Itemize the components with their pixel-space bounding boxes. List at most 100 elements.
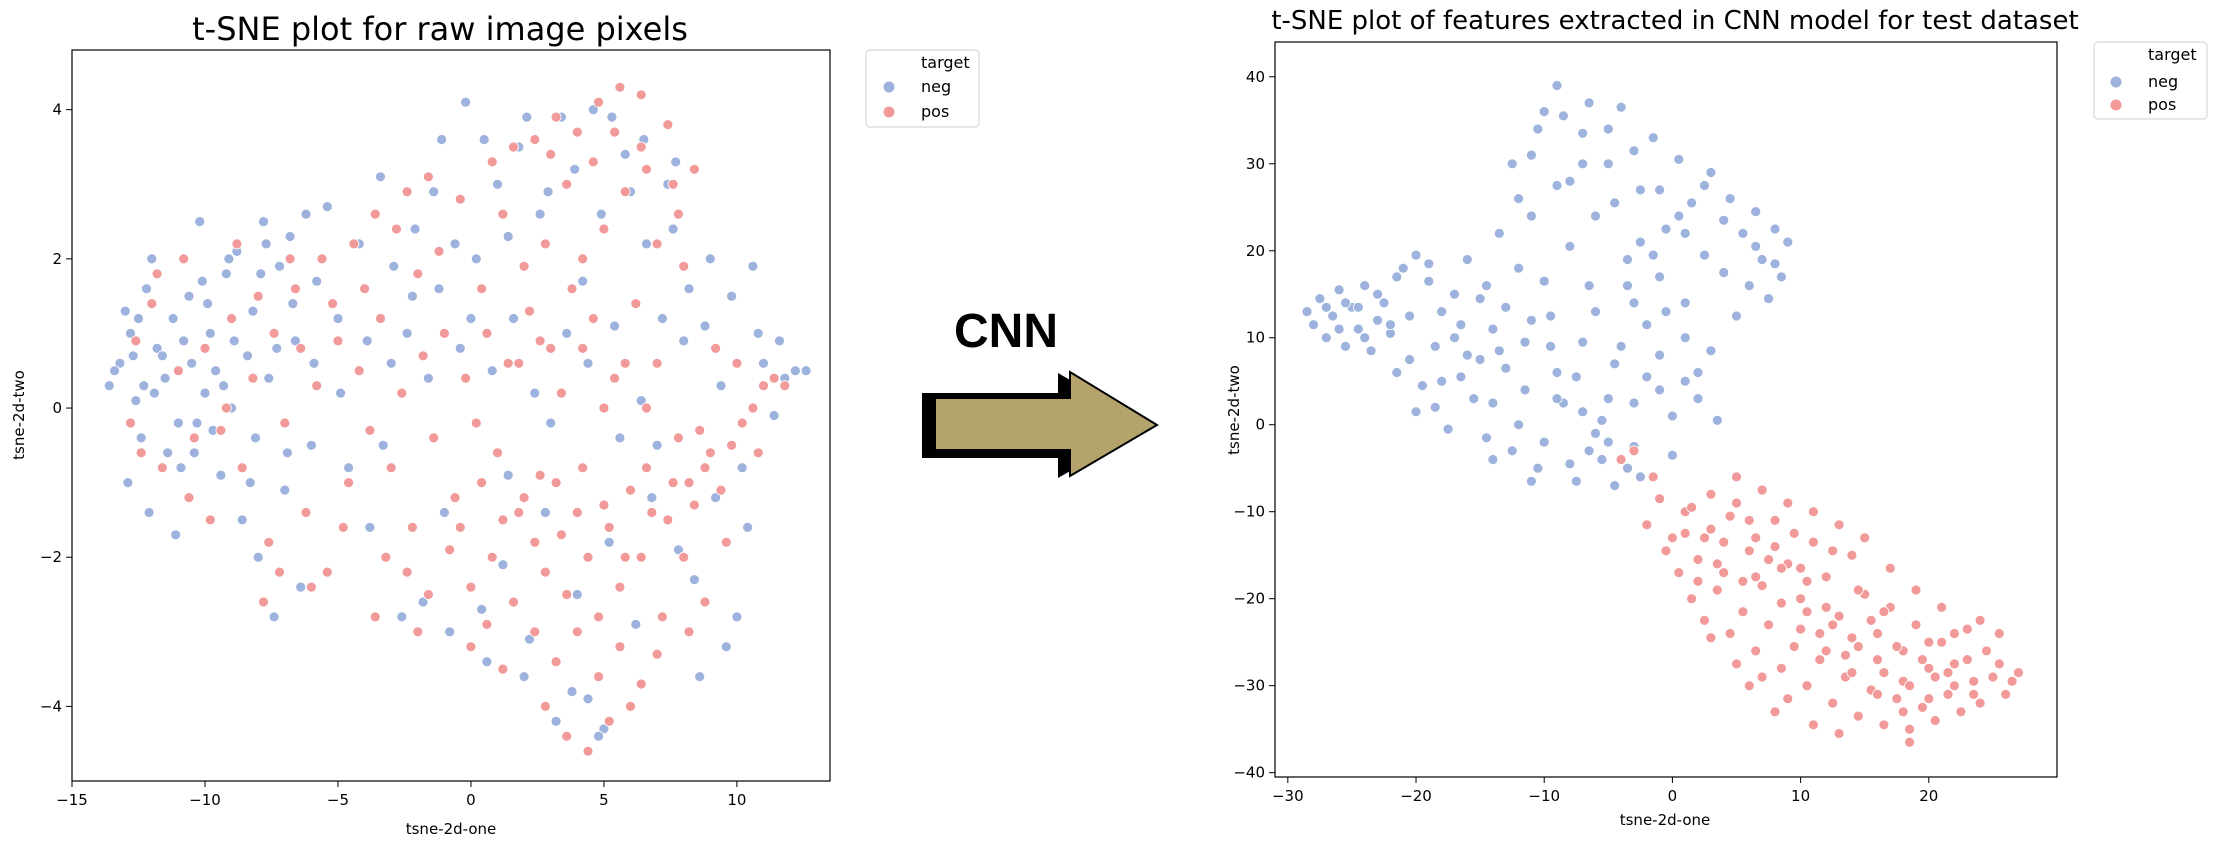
x-axis-label: tsne-2d-one (1620, 811, 1711, 829)
point-neg (726, 290, 737, 302)
point-neg (1519, 336, 1531, 348)
point-pos (135, 447, 147, 459)
point-pos (422, 589, 434, 600)
point-neg (1391, 367, 1403, 378)
point-pos (258, 596, 269, 608)
point-pos (1917, 702, 1928, 713)
point-pos (1743, 515, 1755, 526)
point-neg (1301, 306, 1313, 318)
point-neg (146, 253, 158, 265)
legend-marker-pos (883, 106, 895, 118)
point-pos (635, 141, 647, 153)
point-pos (720, 536, 732, 548)
point-neg (1628, 145, 1640, 157)
point-neg (569, 163, 581, 175)
point-pos (651, 648, 663, 660)
point-neg (1436, 306, 1448, 318)
point-neg (1596, 454, 1608, 465)
point-neg (742, 522, 753, 533)
point-pos (385, 462, 397, 474)
point-neg (1506, 158, 1518, 170)
point-pos (215, 424, 227, 436)
point-pos (667, 477, 679, 489)
point-pos (1795, 593, 1806, 605)
chart-cnn-features: t-SNE plot of features extracted in CNN … (1225, 6, 2208, 829)
point-neg (1429, 340, 1441, 352)
point-pos (1923, 662, 1935, 674)
point-pos (1974, 615, 1986, 626)
point-pos (1801, 680, 1813, 692)
point-pos (1788, 641, 1800, 652)
point-neg (1596, 414, 1608, 426)
point-neg (1532, 123, 1544, 135)
point-pos (183, 492, 195, 504)
point-neg (540, 507, 551, 518)
point-neg (774, 335, 785, 347)
point-neg (274, 260, 285, 272)
point-neg (1320, 301, 1332, 313)
point-pos (556, 529, 567, 541)
point-pos (1750, 645, 1762, 657)
point-pos (1891, 693, 1903, 705)
point-pos (359, 283, 371, 295)
x-tick-label: −10 (1528, 787, 1560, 805)
point-pos (1884, 562, 1896, 574)
legend-label-neg: neg (2148, 72, 2178, 91)
point-pos (1852, 584, 1864, 596)
point-neg (1583, 445, 1595, 457)
point-pos (683, 477, 695, 489)
point-pos (1801, 606, 1813, 618)
point-pos (369, 611, 381, 623)
point-pos (199, 342, 211, 354)
point-pos (1910, 584, 1922, 596)
point-neg (284, 231, 296, 242)
point-neg (1660, 306, 1672, 318)
point-neg (1500, 362, 1512, 374)
point-pos (492, 447, 503, 459)
point-pos (1859, 532, 1871, 544)
point-neg (1564, 175, 1576, 187)
point-pos (391, 223, 402, 235)
point-neg (1679, 227, 1691, 239)
point-pos (412, 268, 424, 280)
point-pos (678, 260, 690, 272)
point-neg (1667, 449, 1678, 461)
point-neg (1570, 371, 1582, 383)
point-pos (1872, 689, 1883, 700)
point-pos (1756, 580, 1768, 591)
point-neg (242, 350, 253, 362)
point-neg (1423, 258, 1435, 270)
legend-frame (2093, 41, 2208, 120)
point-pos (529, 536, 541, 548)
point-neg (1436, 375, 1448, 387)
point-pos (2013, 667, 2024, 678)
point-neg (1699, 249, 1710, 261)
point-neg (1526, 210, 1537, 222)
point-pos (401, 566, 413, 578)
point-neg (335, 387, 347, 399)
point-neg (1711, 414, 1723, 426)
point-neg (199, 387, 211, 399)
point-pos (1865, 615, 1877, 626)
point-pos (683, 626, 695, 638)
point-pos (635, 89, 647, 101)
point-neg (1679, 297, 1691, 309)
point-neg (1654, 384, 1665, 396)
point-pos (1647, 471, 1659, 483)
point-pos (1743, 680, 1755, 692)
point-neg (752, 327, 764, 339)
point-neg (790, 365, 801, 377)
point-neg (1743, 280, 1755, 292)
point-pos (1814, 628, 1826, 639)
point-pos (1852, 710, 1864, 722)
point-pos (1679, 528, 1691, 539)
point-pos (582, 745, 594, 757)
point-pos (1923, 693, 1935, 705)
point-neg (646, 492, 658, 504)
point-pos (689, 499, 700, 511)
point-pos (1929, 671, 1941, 683)
point-pos (1628, 445, 1640, 457)
point-neg (1545, 310, 1556, 322)
point-pos (508, 596, 519, 608)
point-pos (321, 566, 333, 578)
